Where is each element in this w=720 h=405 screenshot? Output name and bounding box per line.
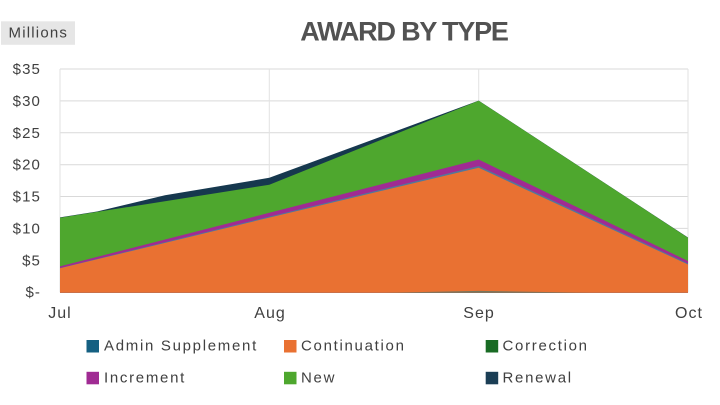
svg-text:$35: $35 bbox=[13, 61, 41, 78]
svg-text:Aug: Aug bbox=[254, 305, 285, 322]
svg-text:Millions: Millions bbox=[9, 25, 69, 42]
svg-text:$30: $30 bbox=[13, 93, 41, 110]
svg-text:$-: $- bbox=[25, 284, 41, 301]
svg-text:$15: $15 bbox=[13, 189, 41, 206]
svg-text:Sep: Sep bbox=[463, 305, 494, 322]
svg-text:Jul: Jul bbox=[48, 305, 71, 322]
svg-text:Oct: Oct bbox=[675, 305, 703, 322]
svg-text:$10: $10 bbox=[13, 220, 41, 237]
svg-text:New: New bbox=[301, 370, 336, 387]
svg-text:Renewal: Renewal bbox=[503, 370, 573, 387]
svg-text:$25: $25 bbox=[13, 125, 41, 142]
svg-text:AWARD BY TYPE: AWARD BY TYPE bbox=[300, 16, 508, 46]
svg-text:Continuation: Continuation bbox=[301, 338, 406, 355]
svg-text:Correction: Correction bbox=[503, 338, 589, 355]
svg-text:Increment: Increment bbox=[104, 370, 186, 387]
svg-text:Admin Supplement: Admin Supplement bbox=[104, 338, 258, 355]
svg-text:$5: $5 bbox=[22, 252, 41, 269]
svg-text:$20: $20 bbox=[13, 157, 41, 174]
